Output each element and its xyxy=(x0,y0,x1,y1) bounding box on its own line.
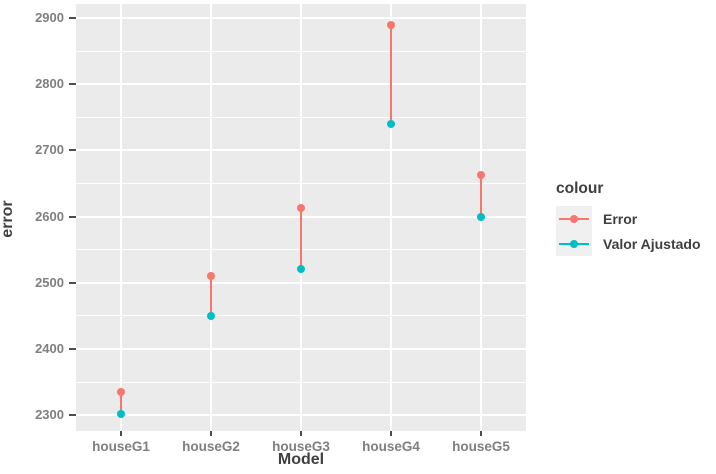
legend-key xyxy=(556,206,592,231)
fitted-point xyxy=(117,409,125,418)
error-point xyxy=(297,203,305,212)
legend-items: Error Valor Ajustado xyxy=(556,206,701,256)
y-tick-label: 2800 xyxy=(35,76,64,92)
legend-item-label: Error xyxy=(603,210,638,227)
fitted-point xyxy=(477,212,485,221)
x-axis-title: Model xyxy=(277,451,325,468)
legend-item: Valor Ajustado xyxy=(556,231,701,256)
legend-key-dot xyxy=(570,214,578,223)
y-tick-label: 2600 xyxy=(35,208,64,224)
fitted-point xyxy=(207,311,215,320)
x-tick-label: houseG1 xyxy=(92,439,150,454)
y-tick-mark xyxy=(69,149,76,152)
gridline-major-v xyxy=(120,4,122,431)
pointrange-segment xyxy=(300,207,302,270)
pointrange-segment xyxy=(120,391,122,414)
y-tick-mark xyxy=(69,347,76,350)
y-tick-label: 2500 xyxy=(35,274,64,290)
x-tick-label: houseG2 xyxy=(182,439,240,454)
y-tick-label: 2700 xyxy=(35,142,64,158)
y-tick-label: 2400 xyxy=(35,340,64,356)
fitted-point xyxy=(387,119,395,128)
fitted-point xyxy=(297,265,305,274)
legend-key-dot xyxy=(570,239,578,248)
y-tick-mark xyxy=(69,215,76,218)
x-tick-mark xyxy=(120,431,122,436)
error-point xyxy=(477,171,485,180)
y-tick-mark xyxy=(69,16,76,19)
legend: colour Error Valor Ajustado xyxy=(556,180,701,256)
pointrange-segment xyxy=(210,276,212,316)
legend-item-label: Valor Ajustado xyxy=(603,235,701,252)
pointrange-segment xyxy=(480,175,482,217)
x-tick-mark xyxy=(480,431,482,436)
plot-panel xyxy=(76,4,526,431)
x-tick-label: houseG3 xyxy=(272,439,330,454)
legend-item: Error xyxy=(556,206,701,231)
y-tick-label: 2300 xyxy=(35,407,64,423)
legend-key xyxy=(556,231,592,256)
y-tick-mark xyxy=(69,414,76,417)
x-tick-mark xyxy=(210,431,212,436)
y-tick-mark xyxy=(69,83,76,86)
error-point xyxy=(387,21,395,30)
error-point xyxy=(117,387,125,396)
x-tick-label: houseG4 xyxy=(362,439,420,454)
x-tick-label: houseG5 xyxy=(452,439,510,454)
gridline-major-v xyxy=(390,4,392,431)
legend-title: colour xyxy=(556,180,604,197)
pointrange-segment xyxy=(390,25,392,124)
x-tick-mark xyxy=(390,431,392,436)
gridline-major-v xyxy=(210,4,212,431)
y-tick-label: 2900 xyxy=(35,9,64,25)
error-point xyxy=(207,272,215,281)
x-tick-mark xyxy=(300,431,302,436)
y-tick-mark xyxy=(69,281,76,284)
